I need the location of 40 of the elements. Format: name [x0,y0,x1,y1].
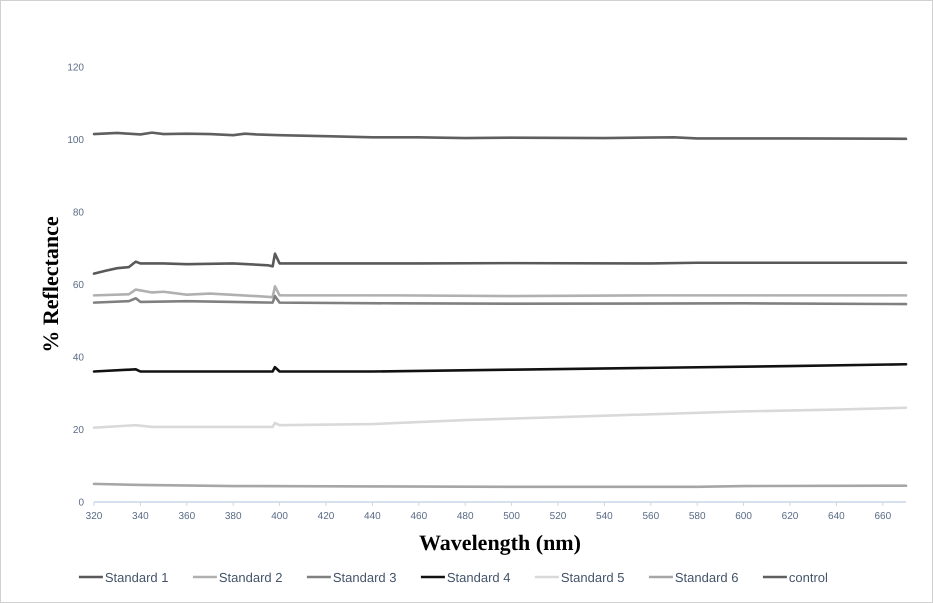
x-tick-label: 360 [178,511,196,522]
x-tick-label: 460 [410,511,428,522]
legend-label: control [788,570,828,585]
line-series [92,362,908,373]
legend-label: Standard 6 [674,570,739,585]
y-tick-label: 80 [72,208,84,218]
x-tick-label: 480 [456,511,474,522]
x-tick-label: 660 [874,511,892,522]
line-series [92,131,908,140]
y-tick-label: 120 [67,62,84,74]
x-tick-label: 320 [86,511,103,522]
x-tick-label: 380 [224,511,242,522]
x-tick-label: 600 [735,511,752,522]
x-tick-label: 420 [318,511,335,522]
y-tick-label: 40 [72,352,84,364]
line-series [92,285,908,298]
x-tick-label: 340 [132,511,150,522]
x-tick-label: 440 [364,511,382,522]
x-tick-label: 580 [688,511,706,522]
legend-label: Standard 5 [560,570,625,585]
legend-label: Standard 2 [218,570,283,585]
x-tick-label: 620 [782,511,799,522]
legend-label: Standard 1 [104,570,169,585]
y-tick-label: 60 [72,280,84,291]
line-series [92,406,908,429]
x-tick-label: 540 [596,511,614,522]
y-tick-label: 20 [72,425,84,436]
y-axis-title: % Reflectance [38,216,63,353]
line-series [92,252,908,275]
x-axis-title: Wavelength (nm) [419,530,581,555]
y-tick-label: 0 [78,498,84,508]
x-tick-label: 500 [503,511,520,522]
x-tick-label: 520 [550,511,567,522]
x-tick-label: 400 [271,511,288,522]
line-series [92,294,908,306]
legend-label: Standard 4 [446,570,511,585]
y-tick-label: 100 [67,135,84,146]
x-tick-label: 560 [642,511,660,522]
x-tick-label: 640 [828,511,846,522]
legend-label: Standard 3 [332,570,397,585]
